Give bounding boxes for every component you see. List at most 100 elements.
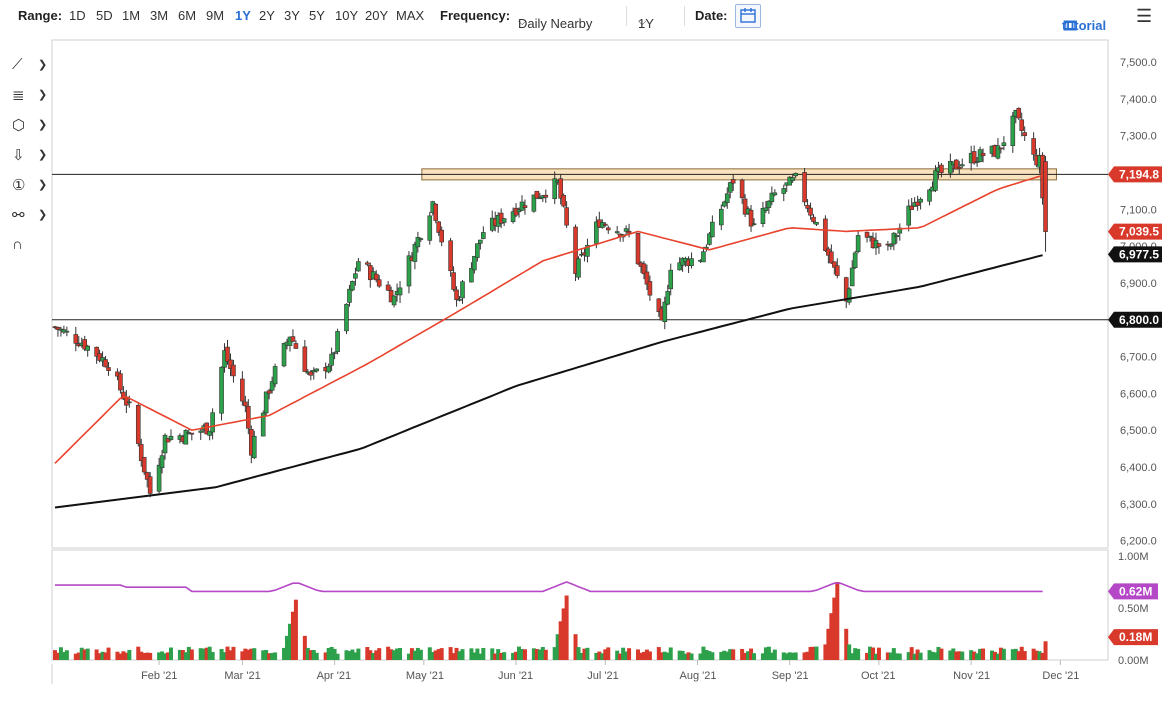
frequency-label: Frequency: xyxy=(440,8,511,23)
range-button-max[interactable]: MAX xyxy=(396,8,425,23)
volume-bar xyxy=(222,652,227,660)
candle-body xyxy=(281,343,287,367)
volume-bar xyxy=(439,648,444,660)
volume-bar xyxy=(496,649,501,660)
volume-bar xyxy=(606,647,611,660)
range-button-1y[interactable]: 1Y xyxy=(235,8,251,23)
volume-bar xyxy=(897,653,902,660)
candle-body xyxy=(451,272,456,290)
volume-bar xyxy=(344,650,349,660)
volume-bar xyxy=(284,635,289,660)
tool-button[interactable]: ⬡ ❯ xyxy=(8,112,48,142)
volume-bar xyxy=(386,646,391,660)
y-tick-label: 6,500.0 xyxy=(1120,425,1157,437)
tool-button[interactable]: ∩ xyxy=(8,232,48,262)
range-button-2y[interactable]: 2Y xyxy=(259,8,275,23)
candle-body xyxy=(915,201,920,206)
volume-bar xyxy=(531,648,536,660)
candle-body xyxy=(222,350,227,368)
candle-body xyxy=(585,244,590,257)
range-button-3y[interactable]: 3Y xyxy=(284,8,300,23)
volume-bar xyxy=(1013,648,1018,660)
volume-bar xyxy=(969,650,974,660)
x-tick-label: Feb '21 xyxy=(141,670,177,682)
tool-button[interactable]: ⟋ ❯ xyxy=(8,52,48,82)
volume-bar xyxy=(85,648,90,660)
candle-body xyxy=(843,277,849,302)
candle-body xyxy=(498,212,504,224)
chevron-right-icon: ❯ xyxy=(38,149,48,161)
candle-body xyxy=(103,359,108,368)
candle-body xyxy=(668,269,674,290)
tool-button[interactable]: ⇩ ❯ xyxy=(8,142,48,172)
range-button-9m[interactable]: 9M xyxy=(206,8,225,23)
candle-body xyxy=(552,178,558,200)
volume-bar xyxy=(127,649,132,660)
candle-body xyxy=(835,265,840,276)
candle-body xyxy=(58,328,64,331)
candle-body xyxy=(127,401,132,404)
candle-body xyxy=(266,390,272,394)
candle-body xyxy=(85,345,90,351)
candle-body xyxy=(605,227,611,231)
candle-body xyxy=(335,331,340,353)
candle-body xyxy=(350,281,355,291)
volume-bar xyxy=(73,653,78,660)
candle-body xyxy=(748,209,754,227)
volume-bar xyxy=(710,652,715,660)
volume-bar xyxy=(118,653,123,660)
candle-body xyxy=(391,295,397,306)
range-button-1d[interactable]: 1D xyxy=(69,8,86,23)
volume-bar xyxy=(707,651,712,660)
volume-bar xyxy=(332,648,337,660)
volume-bar xyxy=(430,651,435,660)
candle-body xyxy=(284,341,290,346)
volume-bar xyxy=(377,648,382,660)
candle-body xyxy=(370,271,376,280)
range-button-1m[interactable]: 1M xyxy=(122,8,141,23)
range-button-20y[interactable]: 20Y xyxy=(365,8,389,23)
range-button-3m[interactable]: 3M xyxy=(150,8,169,23)
hamburger-menu-icon[interactable]: ☰ xyxy=(1136,6,1153,26)
candle-body xyxy=(94,346,99,357)
volume-bar xyxy=(793,652,798,660)
volume-bar xyxy=(139,651,144,660)
volume-bar xyxy=(978,648,983,660)
volume-bar xyxy=(644,649,649,660)
candle-body xyxy=(718,208,724,226)
volume-bar xyxy=(433,650,438,660)
volume-bar xyxy=(448,647,453,660)
volume-bar xyxy=(537,649,542,660)
y-tick-label: 7,400.0 xyxy=(1120,94,1157,106)
volume-bar xyxy=(600,653,605,660)
range-button-10y[interactable]: 10Y xyxy=(335,8,359,23)
candle-body xyxy=(724,193,730,203)
range-button-5d[interactable]: 5D xyxy=(96,8,113,23)
candle-body xyxy=(522,205,528,208)
volume-bar xyxy=(829,613,834,660)
volume-bar xyxy=(499,652,504,660)
candle-body xyxy=(1019,119,1025,131)
candle-body xyxy=(659,307,665,321)
volume-bar xyxy=(55,652,60,660)
candle-body xyxy=(433,203,439,221)
candle-body xyxy=(388,290,394,303)
calendar-button[interactable] xyxy=(735,4,761,28)
volume-bar xyxy=(868,646,873,660)
candle-body xyxy=(638,262,644,267)
volume-bar xyxy=(992,651,997,660)
candle-body xyxy=(73,334,79,344)
tool-button[interactable]: ≣ ❯ xyxy=(8,82,48,112)
volume-bar xyxy=(1010,649,1015,660)
tool-button[interactable]: ① ❯ xyxy=(8,172,48,202)
volume-bar xyxy=(888,652,893,660)
range-button-6m[interactable]: 6M xyxy=(178,8,197,23)
range-button-5y[interactable]: 5Y xyxy=(309,8,325,23)
volume-bar xyxy=(725,651,730,660)
volume-ma-label-tag xyxy=(1108,583,1158,600)
tool-button[interactable]: ⚯ ❯ xyxy=(8,202,48,232)
candle-body xyxy=(406,255,412,287)
volume-bar xyxy=(58,647,63,660)
volume-bar xyxy=(850,653,855,660)
